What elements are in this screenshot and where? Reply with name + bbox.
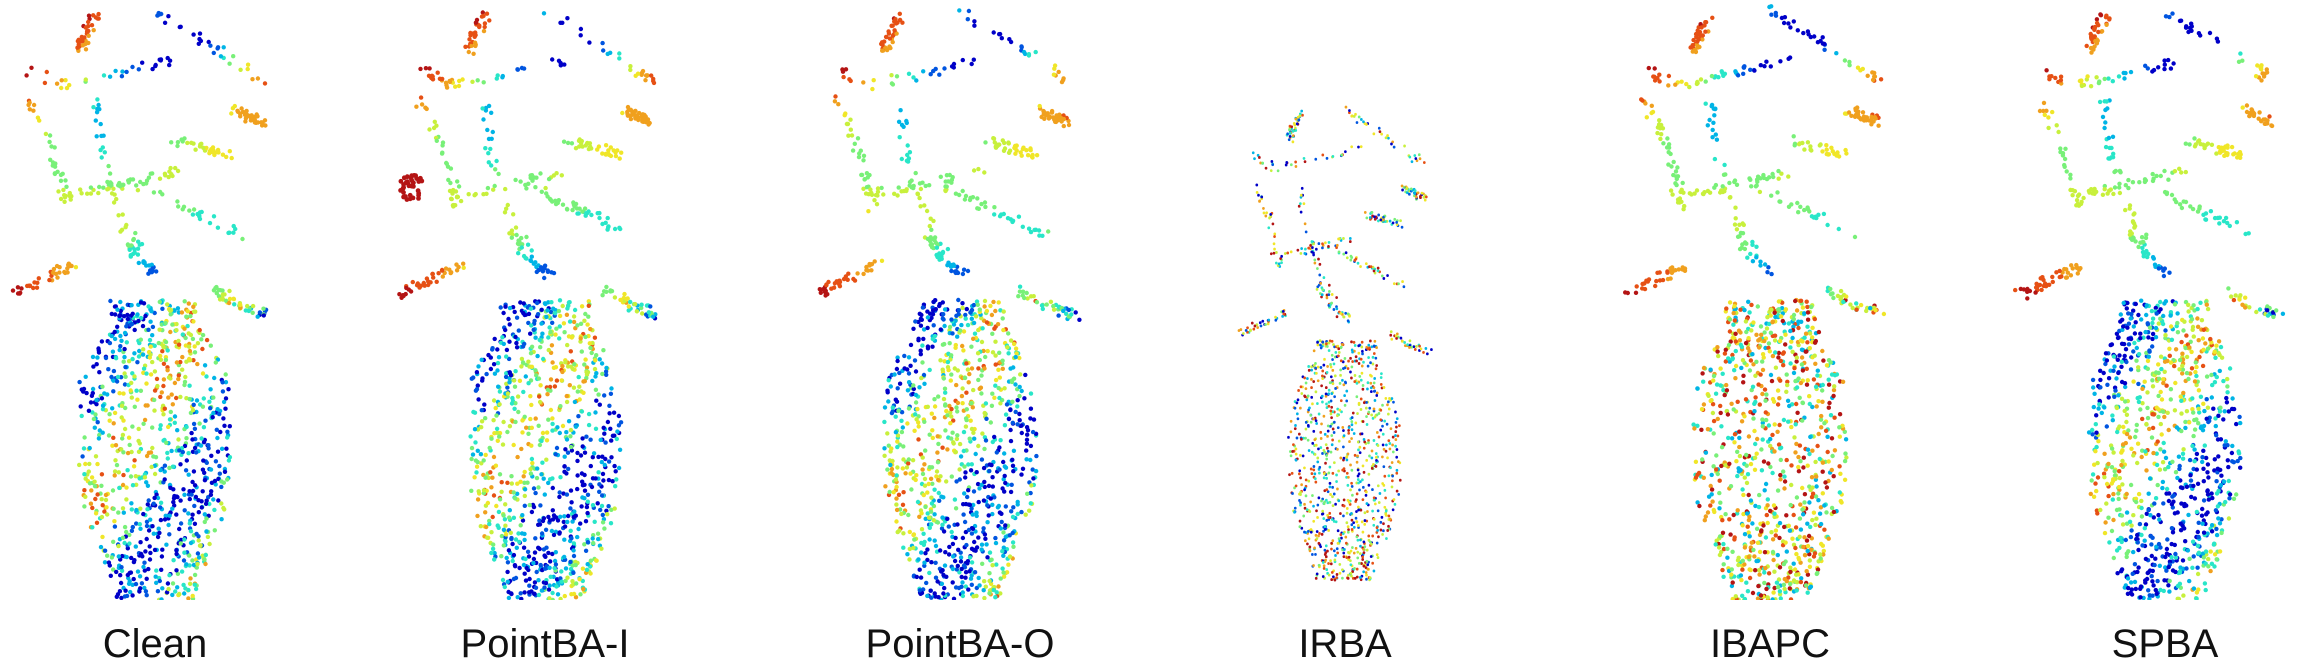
point-cloud-group (1623, 4, 1887, 600)
panel-irba: IRBA (1190, 0, 1500, 672)
caption-clean: Clean (102, 622, 208, 666)
point-cloud-ibapc (1623, 4, 1887, 600)
point-cloud-group (397, 10, 658, 600)
caption-pointba-o: PointBA-O (865, 622, 1055, 666)
point-cloud-group (1237, 105, 1433, 582)
point-cloud-group (10, 10, 269, 600)
point-cloud-spba (2013, 11, 2286, 600)
panel-spba: SPBA (2010, 0, 2320, 672)
panel-clean: Clean (0, 0, 310, 672)
panel-ibapc: IBAPC (1615, 0, 1925, 672)
panel-pointba-i: PointBA-I (390, 0, 700, 672)
point-cloud-pointba-o (817, 8, 1082, 600)
caption-pointba-i: PointBA-I (460, 622, 630, 666)
point-cloud-irba (1237, 105, 1433, 582)
point-cloud-pointba-i (397, 10, 658, 600)
point-cloud-group (2013, 11, 2286, 600)
panel-pointba-o: PointBA-O (805, 0, 1115, 672)
caption-irba: IRBA (1298, 622, 1392, 666)
point-cloud-clean (10, 10, 269, 600)
caption-ibapc: IBAPC (1709, 622, 1831, 666)
caption-spba: SPBA (2111, 622, 2219, 666)
point-cloud-group (817, 8, 1082, 600)
